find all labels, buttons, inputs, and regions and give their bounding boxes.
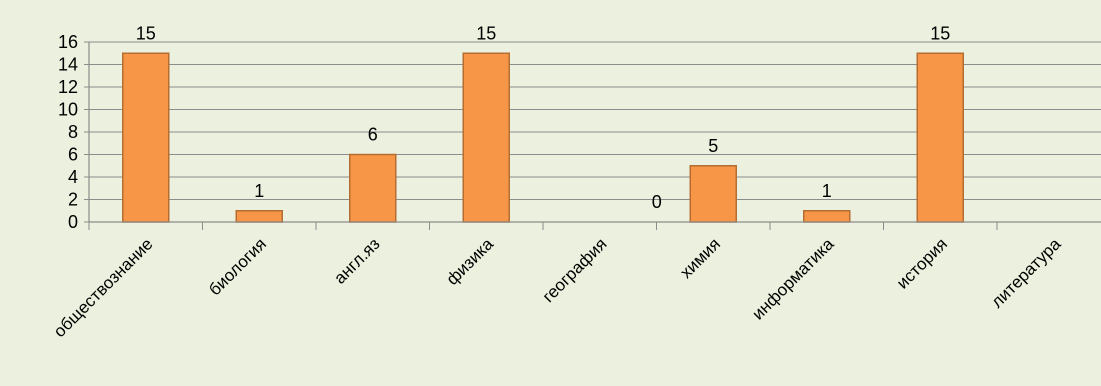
data-label-2: 6 (368, 125, 378, 145)
y-tick-label: 14 (58, 55, 78, 75)
data-label-0: 15 (136, 23, 156, 43)
data-label-3: 15 (476, 23, 496, 43)
category-label-7: история (893, 234, 951, 292)
gridlines (89, 41, 1101, 200)
axes (88, 42, 1101, 230)
bar-7 (916, 52, 964, 223)
data-label-7: 15 (930, 23, 950, 43)
bar-1 (235, 210, 283, 223)
bar-5 (689, 165, 737, 223)
category-label-4: география (539, 234, 611, 306)
y-tick-label: 8 (68, 122, 78, 142)
category-label-0: обществознание (50, 234, 157, 341)
data-labels: 151615051150 (136, 23, 951, 212)
data-label-5: 5 (708, 136, 718, 156)
category-label-3: физика (443, 234, 498, 289)
data-label-6: 1 (822, 181, 832, 201)
category-labels: обществознание биология англ.яз физика геогр… (50, 234, 1065, 341)
y-tick-label: 4 (68, 167, 78, 187)
data-label-4: 0 (652, 192, 662, 212)
y-tick-label: 2 (68, 190, 78, 210)
category-label-1: биология (205, 234, 270, 299)
y-tick-label: 6 (68, 145, 78, 165)
y-tick-label: 0 (68, 212, 78, 232)
bar-2 (349, 153, 397, 223)
data-label-1: 1 (254, 181, 264, 201)
bars (122, 52, 964, 223)
category-label-5: химия (676, 234, 724, 282)
bar-0 (122, 52, 170, 223)
y-tick-label: 16 (58, 32, 78, 52)
y-tick-label: 12 (58, 77, 78, 97)
bar-3 (462, 52, 510, 223)
y-tick-label: 10 (58, 100, 78, 120)
bar-6 (803, 210, 851, 223)
category-label-2: англ.яз (330, 234, 383, 287)
category-label-8: литература (987, 234, 1065, 312)
category-label-6: информатика (748, 234, 838, 324)
